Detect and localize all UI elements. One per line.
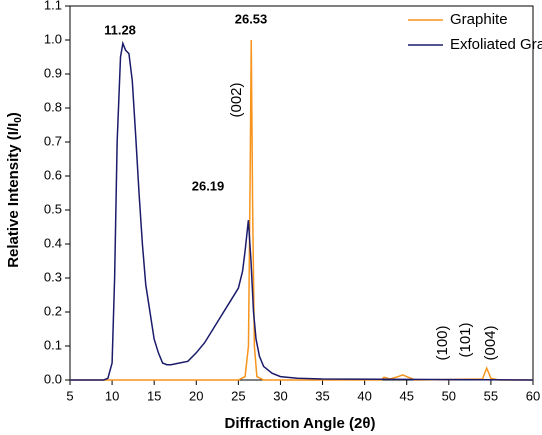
- y-label-sub: 0: [13, 117, 24, 123]
- annotation: (002): [228, 82, 245, 117]
- y-tick-label: 1.0: [44, 31, 62, 46]
- annotation: 11.28: [104, 22, 136, 37]
- x-tick-label: 25: [231, 388, 245, 403]
- x-tick-label: 60: [526, 388, 540, 403]
- x-tick-label: 55: [484, 388, 498, 403]
- y-tick-label: 0.2: [44, 303, 62, 318]
- annotation: (100): [434, 325, 451, 360]
- y-label-end: ): [5, 112, 22, 117]
- y-tick-label: 0.6: [44, 167, 62, 182]
- y-tick-label: 0.1: [44, 337, 62, 352]
- annotation: 26.19: [192, 178, 225, 193]
- legend-label: Exfoliated Graphite: [450, 36, 542, 53]
- y-label-text: Relative Intensity (I/I: [5, 123, 22, 268]
- annotation: (004): [482, 325, 499, 360]
- y-tick-label: 0.4: [44, 235, 62, 250]
- x-tick-label: 40: [357, 388, 371, 403]
- y-tick-label: 1.1: [44, 0, 62, 12]
- x-axis-label: Diffraction Angle (2θ): [225, 415, 376, 432]
- y-tick-label: 0.0: [44, 371, 62, 386]
- x-tick-label: 35: [315, 388, 329, 403]
- y-tick-label: 0.5: [44, 201, 62, 216]
- annotation: 26.53: [235, 11, 268, 26]
- legend-label: Graphite: [450, 11, 508, 28]
- x-tick-label: 20: [189, 388, 203, 403]
- y-axis-label: Relative Intensity (I/I0): [5, 112, 24, 268]
- y-tick-label: 0.8: [44, 99, 62, 114]
- annotation: (101): [457, 322, 474, 357]
- y-tick-label: 0.9: [44, 65, 62, 80]
- x-tick-label: 50: [442, 388, 456, 403]
- series-line: [70, 40, 534, 381]
- x-tick-label: 15: [147, 388, 161, 403]
- x-tick-label: 45: [399, 388, 413, 403]
- y-tick-label: 0.7: [44, 133, 62, 148]
- y-tick-label: 0.3: [44, 269, 62, 284]
- x-tick-label: 5: [66, 388, 73, 403]
- x-tick-label: 30: [273, 388, 287, 403]
- x-tick-label: 10: [105, 388, 119, 403]
